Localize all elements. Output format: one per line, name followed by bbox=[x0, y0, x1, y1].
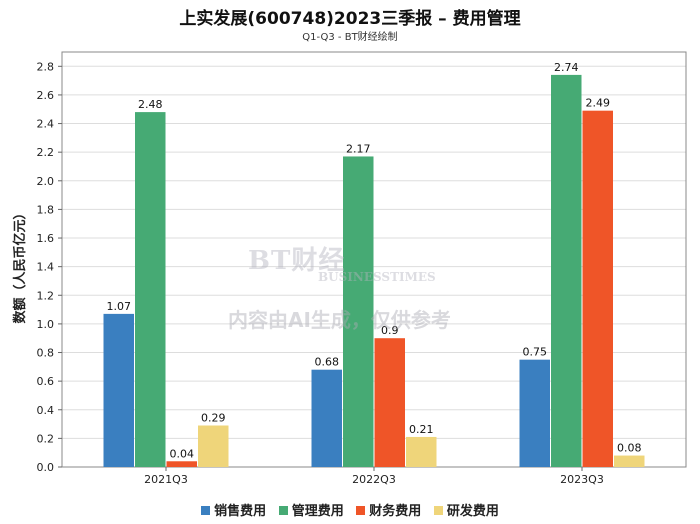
legend-label-sales: 销售费用 bbox=[214, 504, 267, 519]
y-tick-label: 2.8 bbox=[37, 60, 55, 73]
bar-value-label: 2.48 bbox=[138, 98, 163, 111]
watermark-brand-en: BUSINESSTIMES bbox=[318, 270, 436, 284]
bar bbox=[614, 455, 645, 467]
bar-value-label: 2.17 bbox=[346, 142, 371, 155]
legend-label-admin: 管理费用 bbox=[291, 504, 344, 519]
bar-value-label: 0.04 bbox=[170, 447, 195, 460]
bar-value-label: 0.29 bbox=[201, 412, 226, 425]
legend-item-finance: 财务费用 bbox=[356, 500, 421, 519]
y-tick-label: 2.2 bbox=[37, 146, 55, 159]
legend-label-finance: 财务费用 bbox=[369, 504, 422, 519]
y-tick-label: 1.4 bbox=[37, 261, 55, 274]
bar bbox=[103, 313, 134, 467]
y-tick-label: 1.0 bbox=[37, 318, 55, 331]
y-tick-label: 2.0 bbox=[37, 175, 55, 188]
watermark-notice: 内容由AI生成，仅供参考 bbox=[228, 308, 451, 332]
legend-swatch-finance bbox=[356, 506, 366, 515]
bar bbox=[374, 338, 405, 467]
bar-value-label: 0.08 bbox=[617, 442, 642, 455]
chart-subtitle: Q1-Q3 - BT财经绘制 bbox=[302, 32, 398, 43]
y-tick-label: 1.8 bbox=[37, 203, 55, 216]
y-axis-label: 数额（人民币亿元） bbox=[12, 206, 28, 323]
x-tick-label: 2021Q3 bbox=[144, 473, 188, 486]
y-tick-label: 0.2 bbox=[37, 432, 55, 445]
bar bbox=[519, 359, 550, 467]
x-tick-label: 2023Q3 bbox=[560, 473, 604, 486]
bar bbox=[311, 369, 342, 467]
bar-value-label: 0.9 bbox=[381, 324, 399, 337]
bar-value-label: 0.21 bbox=[409, 423, 434, 436]
x-tick-label: 2022Q3 bbox=[352, 473, 396, 486]
legend-swatch-admin bbox=[278, 506, 288, 515]
y-tick-label: 2.4 bbox=[37, 118, 55, 131]
legend-swatch-sales bbox=[201, 506, 211, 515]
y-tick-label: 0.4 bbox=[37, 404, 55, 417]
axes: 0.0 0.2 0.4 0.6 0.8 1.0 1.2 1.4 1.6 1.8 2.0 2.2 2.4 2… bbox=[37, 51, 687, 486]
legend-item-sales: 销售费用 bbox=[201, 500, 266, 519]
bar-value-label: 2.74 bbox=[554, 61, 579, 74]
y-tick-label: 0.8 bbox=[37, 347, 55, 360]
bar bbox=[582, 110, 613, 467]
bars bbox=[103, 74, 645, 468]
legend-item-rnd: 研发费用 bbox=[433, 500, 499, 519]
bar bbox=[406, 436, 437, 467]
y-tick-label: 0.0 bbox=[37, 461, 55, 474]
watermark-brand: BT财经 bbox=[248, 246, 346, 276]
bar bbox=[551, 74, 582, 468]
bar-value-label: 2.49 bbox=[586, 97, 611, 110]
y-tick-label: 0.6 bbox=[37, 375, 55, 388]
legend-swatch-rnd bbox=[433, 506, 443, 515]
legend: 销售费用 管理费用 财务费用 研发费用 bbox=[0, 500, 700, 519]
bar bbox=[135, 112, 166, 467]
y-tick-label: 1.6 bbox=[37, 232, 55, 245]
bar bbox=[198, 425, 229, 467]
data-labels: 1.07 2.48 0.04 0.29 0.68 2.17 0.9 0.21 0.75 2.74 2… bbox=[107, 61, 642, 460]
bar bbox=[166, 461, 197, 467]
legend-label-rnd: 研发费用 bbox=[446, 504, 499, 519]
chart-title: 上实发展(600748)2023三季报 – 费用管理 bbox=[179, 9, 521, 29]
bar-value-label: 0.68 bbox=[315, 356, 340, 369]
bar-value-label: 0.75 bbox=[523, 346, 548, 359]
bar bbox=[343, 156, 374, 467]
legend-item-admin: 管理费用 bbox=[278, 500, 344, 519]
y-tick-label: 1.2 bbox=[37, 289, 55, 302]
grid-lines bbox=[62, 65, 686, 468]
y-tick-label: 2.6 bbox=[37, 89, 55, 102]
bar-value-label: 1.07 bbox=[107, 300, 132, 313]
